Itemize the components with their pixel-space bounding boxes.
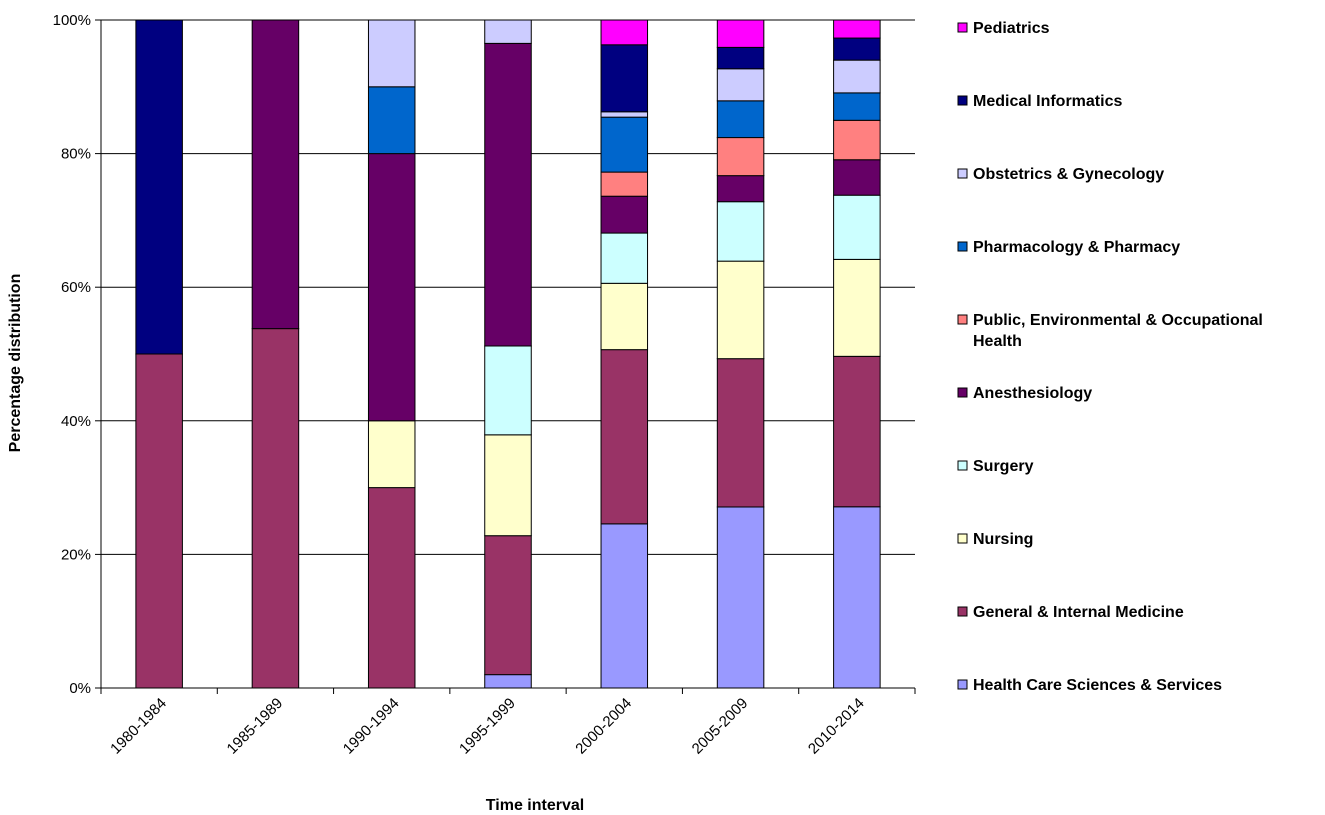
bar-segment	[833, 59, 881, 94]
bar-segment	[484, 434, 532, 537]
bar-segment	[600, 349, 649, 525]
y-tick-label: 60%	[61, 279, 91, 296]
bar-segment	[833, 355, 881, 508]
x-tick-label: 2000-2004	[572, 695, 635, 758]
bar-segment	[716, 100, 765, 139]
bar-segment	[367, 487, 416, 689]
legend-swatch	[957, 460, 968, 471]
x-axis-title: Time interval	[486, 797, 584, 814]
legend-swatch	[957, 22, 968, 33]
legend-label: Nursing	[973, 531, 1033, 548]
legend-swatch	[957, 387, 968, 398]
y-tick-label: 80%	[61, 146, 91, 163]
bars	[135, 19, 881, 689]
y-tick-label: 0%	[69, 680, 91, 697]
legend-label: General & Internal Medicine	[973, 604, 1184, 621]
bar-segment	[484, 19, 532, 44]
bar-segment	[367, 153, 416, 422]
bar-segment	[600, 523, 649, 689]
bar-segment	[367, 86, 416, 155]
bar-segment	[367, 420, 416, 489]
y-tick-label: 100%	[53, 12, 91, 29]
legend-label: Public, Environmental & Occupational Heal…	[973, 312, 1263, 350]
bar-segment	[484, 42, 532, 347]
legend-swatch	[957, 533, 968, 544]
bar-segment	[600, 232, 649, 284]
bar-segment	[600, 19, 649, 46]
bar-segment	[251, 19, 300, 330]
legend-label: Pharmacology & Pharmacy	[973, 239, 1180, 256]
bar-segment	[716, 260, 765, 360]
y-tick-labels: 0% 20% 40% 60% 80% 100%	[53, 12, 91, 697]
legend-label: Anesthesiology	[973, 385, 1092, 402]
bar-segment	[600, 116, 649, 173]
x-tick-labels: 1980-1984 1985-1989 1990-1994 1995-1999 2000…	[107, 695, 867, 758]
x-tick-label: 1990-1994	[340, 695, 403, 758]
bar-segment	[716, 19, 765, 48]
legend-swatch	[957, 314, 968, 325]
legend-swatch	[957, 168, 968, 179]
legend: Pediatrics Medical Informatics Obstetrics …	[957, 20, 1263, 694]
bar-segment	[484, 674, 532, 689]
legend-label: Medical Informatics	[973, 93, 1122, 110]
bar-segment	[833, 37, 881, 61]
bar-segment	[251, 328, 300, 689]
x-tick-label: 1980-1984	[107, 695, 170, 758]
bar-segment	[600, 195, 649, 234]
x-tick-label: 2010-2014	[805, 695, 868, 758]
legend-swatch	[957, 679, 968, 690]
bar-segment	[716, 137, 765, 177]
bar-segment	[716, 506, 765, 689]
bar-segment	[833, 258, 881, 357]
legend-label: Pediatrics	[973, 20, 1050, 37]
bar-segment	[367, 19, 416, 88]
bar-segment	[833, 159, 881, 196]
y-axis-title: Percentage distribution	[7, 274, 24, 453]
bar-segment	[135, 19, 183, 355]
bar-segment	[484, 345, 532, 436]
legend-swatch	[957, 606, 968, 617]
bar-segment	[716, 201, 765, 262]
bar-segment	[716, 358, 765, 508]
bar-segment	[600, 44, 649, 113]
legend-label: Health Care Sciences & Services	[973, 677, 1222, 694]
x-tick-label: 1985-1989	[224, 695, 287, 758]
bar-segment	[600, 171, 649, 197]
bar-segment	[833, 119, 881, 161]
x-tick-label: 2005-2009	[689, 695, 752, 758]
bar-segment	[716, 68, 765, 102]
bar-segment	[833, 194, 881, 260]
legend-label: Surgery	[973, 458, 1034, 475]
bar-segment	[833, 92, 881, 121]
bar-segment	[833, 506, 881, 689]
axes	[95, 19, 916, 694]
bar-segment	[833, 19, 881, 39]
legend-swatch	[957, 95, 968, 106]
bar-segment	[484, 535, 532, 676]
bar-segment	[716, 175, 765, 203]
legend-label: Obstetrics & Gynecology	[973, 166, 1164, 183]
bar-segment	[135, 353, 183, 689]
bar-segment	[716, 46, 765, 70]
x-tick-label: 1995-1999	[456, 695, 519, 758]
y-tick-label: 40%	[61, 413, 91, 430]
bar-segment	[600, 282, 649, 351]
bar-segment	[600, 111, 649, 118]
legend-swatch	[957, 241, 968, 252]
y-tick-label: 20%	[61, 546, 91, 563]
